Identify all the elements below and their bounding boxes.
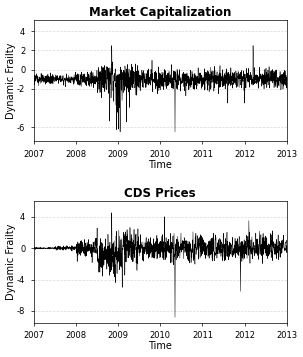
- X-axis label: Time: Time: [148, 341, 172, 351]
- Title: CDS Prices: CDS Prices: [125, 187, 196, 200]
- Y-axis label: Dynamic Frailty: Dynamic Frailty: [5, 42, 15, 119]
- Y-axis label: Dynamic Frailty: Dynamic Frailty: [5, 224, 15, 300]
- X-axis label: Time: Time: [148, 160, 172, 170]
- Title: Market Capitalization: Market Capitalization: [89, 6, 231, 19]
